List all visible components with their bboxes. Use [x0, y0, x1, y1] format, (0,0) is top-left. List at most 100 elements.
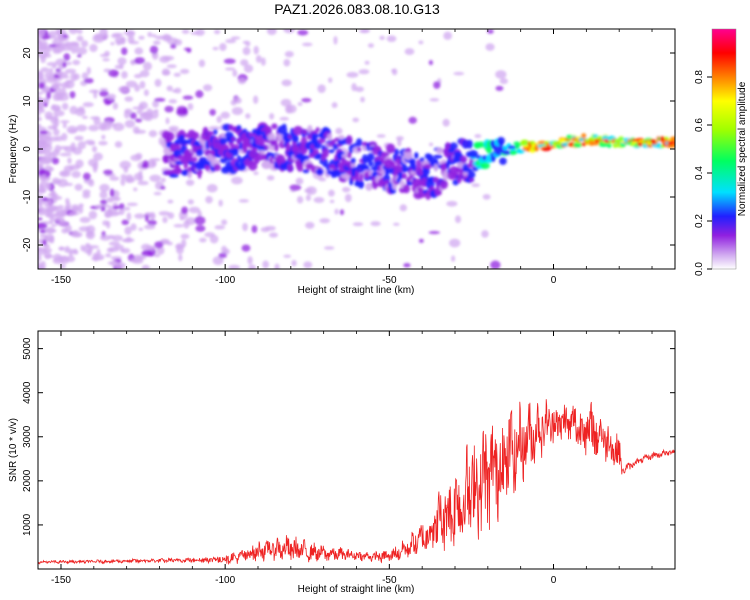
colorbar-tick-label: 0.8 [694, 70, 705, 84]
heatmap-cell [103, 169, 113, 175]
heatmap-cell [296, 195, 304, 204]
heatmap-cell [67, 41, 80, 47]
heatmap-cell [178, 254, 183, 262]
heatmap-cell [247, 256, 253, 265]
spectrogram-xlabel: Height of straight line (km) [298, 285, 415, 296]
heatmap-cell [56, 256, 68, 261]
heatmap-cell [106, 197, 115, 203]
heatmap-cell [68, 250, 74, 257]
heatmap-cell [154, 253, 161, 258]
heatmap-cell [208, 126, 221, 131]
heatmap-cell [228, 264, 241, 269]
heatmap-cell [283, 254, 292, 258]
heatmap-cell [386, 35, 397, 43]
heatmap-cell [59, 218, 65, 223]
heatmap-cell [62, 61, 67, 68]
heatmap-cell [99, 190, 108, 199]
colorbar-tick-label: 0.2 [694, 214, 705, 228]
heatmap-cell [185, 179, 195, 186]
heatmap-cell [383, 158, 394, 169]
snr-xlabel: Height of straight line (km) [298, 584, 415, 595]
heatmap-cell [449, 142, 458, 150]
heatmap-cell [111, 234, 123, 242]
spectrogram-ytick-label: 10 [22, 95, 33, 107]
heatmap-cell [121, 219, 130, 225]
heatmap-cell [403, 263, 411, 268]
heatmap-cell [346, 71, 359, 78]
heatmap-cell [435, 147, 445, 155]
heatmap-cell [204, 130, 214, 136]
heatmap-cell [160, 185, 166, 190]
heatmap-cell [169, 173, 179, 178]
heatmap-cell [187, 103, 194, 111]
heatmap-cell [42, 197, 49, 202]
heatmap-cell [145, 245, 157, 250]
figure-title: PAZ1.2026.083.08.10.G13 [274, 1, 440, 17]
snr-ylabel: SNR (10 * v/v) [8, 418, 19, 482]
heatmap-cell [219, 137, 227, 145]
heatmap-cell [99, 90, 109, 97]
heatmap-cell [54, 36, 66, 43]
heatmap-cell [328, 189, 335, 197]
heatmap-cell [454, 215, 462, 224]
heatmap-cell [293, 134, 299, 143]
heatmap-cell [173, 167, 183, 174]
heatmap-cell [93, 152, 103, 161]
heatmap-cell [328, 149, 335, 154]
heatmap-cell [255, 55, 262, 63]
heatmap-cell [65, 68, 77, 74]
heatmap-cell [143, 89, 149, 97]
heatmap-cell [134, 47, 144, 55]
heatmap-cell [173, 39, 183, 46]
heatmap-cell [63, 145, 76, 153]
heatmap-cell [99, 183, 110, 192]
heatmap-cell [155, 35, 167, 40]
heatmap-cell [487, 29, 494, 34]
heatmap-cell [346, 135, 353, 145]
heatmap-cell [51, 83, 60, 89]
heatmap-cell [59, 152, 72, 157]
heatmap-cell [38, 199, 42, 207]
heatmap-cell [173, 224, 184, 228]
heatmap-cell [69, 129, 78, 133]
heatmap-cell [46, 91, 52, 100]
heatmap-cell [46, 62, 59, 67]
heatmap-cell [179, 134, 185, 141]
spectrogram-ytick-label: -20 [22, 237, 33, 252]
heatmap-cell [133, 187, 138, 192]
heatmap-cell [269, 132, 276, 141]
heatmap-cell [38, 150, 46, 155]
heatmap-cell [149, 174, 162, 182]
heatmap-cell [465, 139, 474, 149]
heatmap-cell [87, 141, 96, 146]
heatmap-cell [301, 98, 312, 103]
heatmap-cell [76, 47, 88, 55]
heatmap-cell [82, 244, 93, 254]
heatmap-cell [468, 150, 479, 158]
heatmap-cell [38, 265, 46, 269]
heatmap-cell [162, 216, 168, 224]
heatmap-cell [449, 238, 461, 248]
heatmap-cell [109, 176, 120, 181]
heatmap-cell [224, 67, 236, 71]
heatmap-cell [284, 50, 294, 58]
heatmap-cell [40, 174, 47, 181]
heatmap-cell [248, 161, 258, 171]
heatmap-cell [399, 204, 408, 212]
heatmap-cell [245, 113, 251, 119]
heatmap-cell [38, 82, 46, 90]
heatmap-cell [124, 96, 134, 102]
heatmap-cell [223, 58, 236, 64]
heatmap-cell [78, 205, 84, 214]
heatmap-cell [118, 203, 125, 210]
heatmap-cell [395, 136, 404, 141]
snr-ytick-label: 2000 [22, 469, 33, 492]
heatmap-cell [114, 36, 126, 45]
heatmap-cell [88, 179, 95, 187]
heatmap-cell [49, 136, 59, 142]
spectrogram-xtick-label: -50 [382, 275, 397, 286]
heatmap-cell [261, 160, 272, 170]
heatmap-cell [595, 135, 604, 141]
heatmap-cell [141, 264, 150, 269]
heatmap-cell [56, 222, 68, 226]
